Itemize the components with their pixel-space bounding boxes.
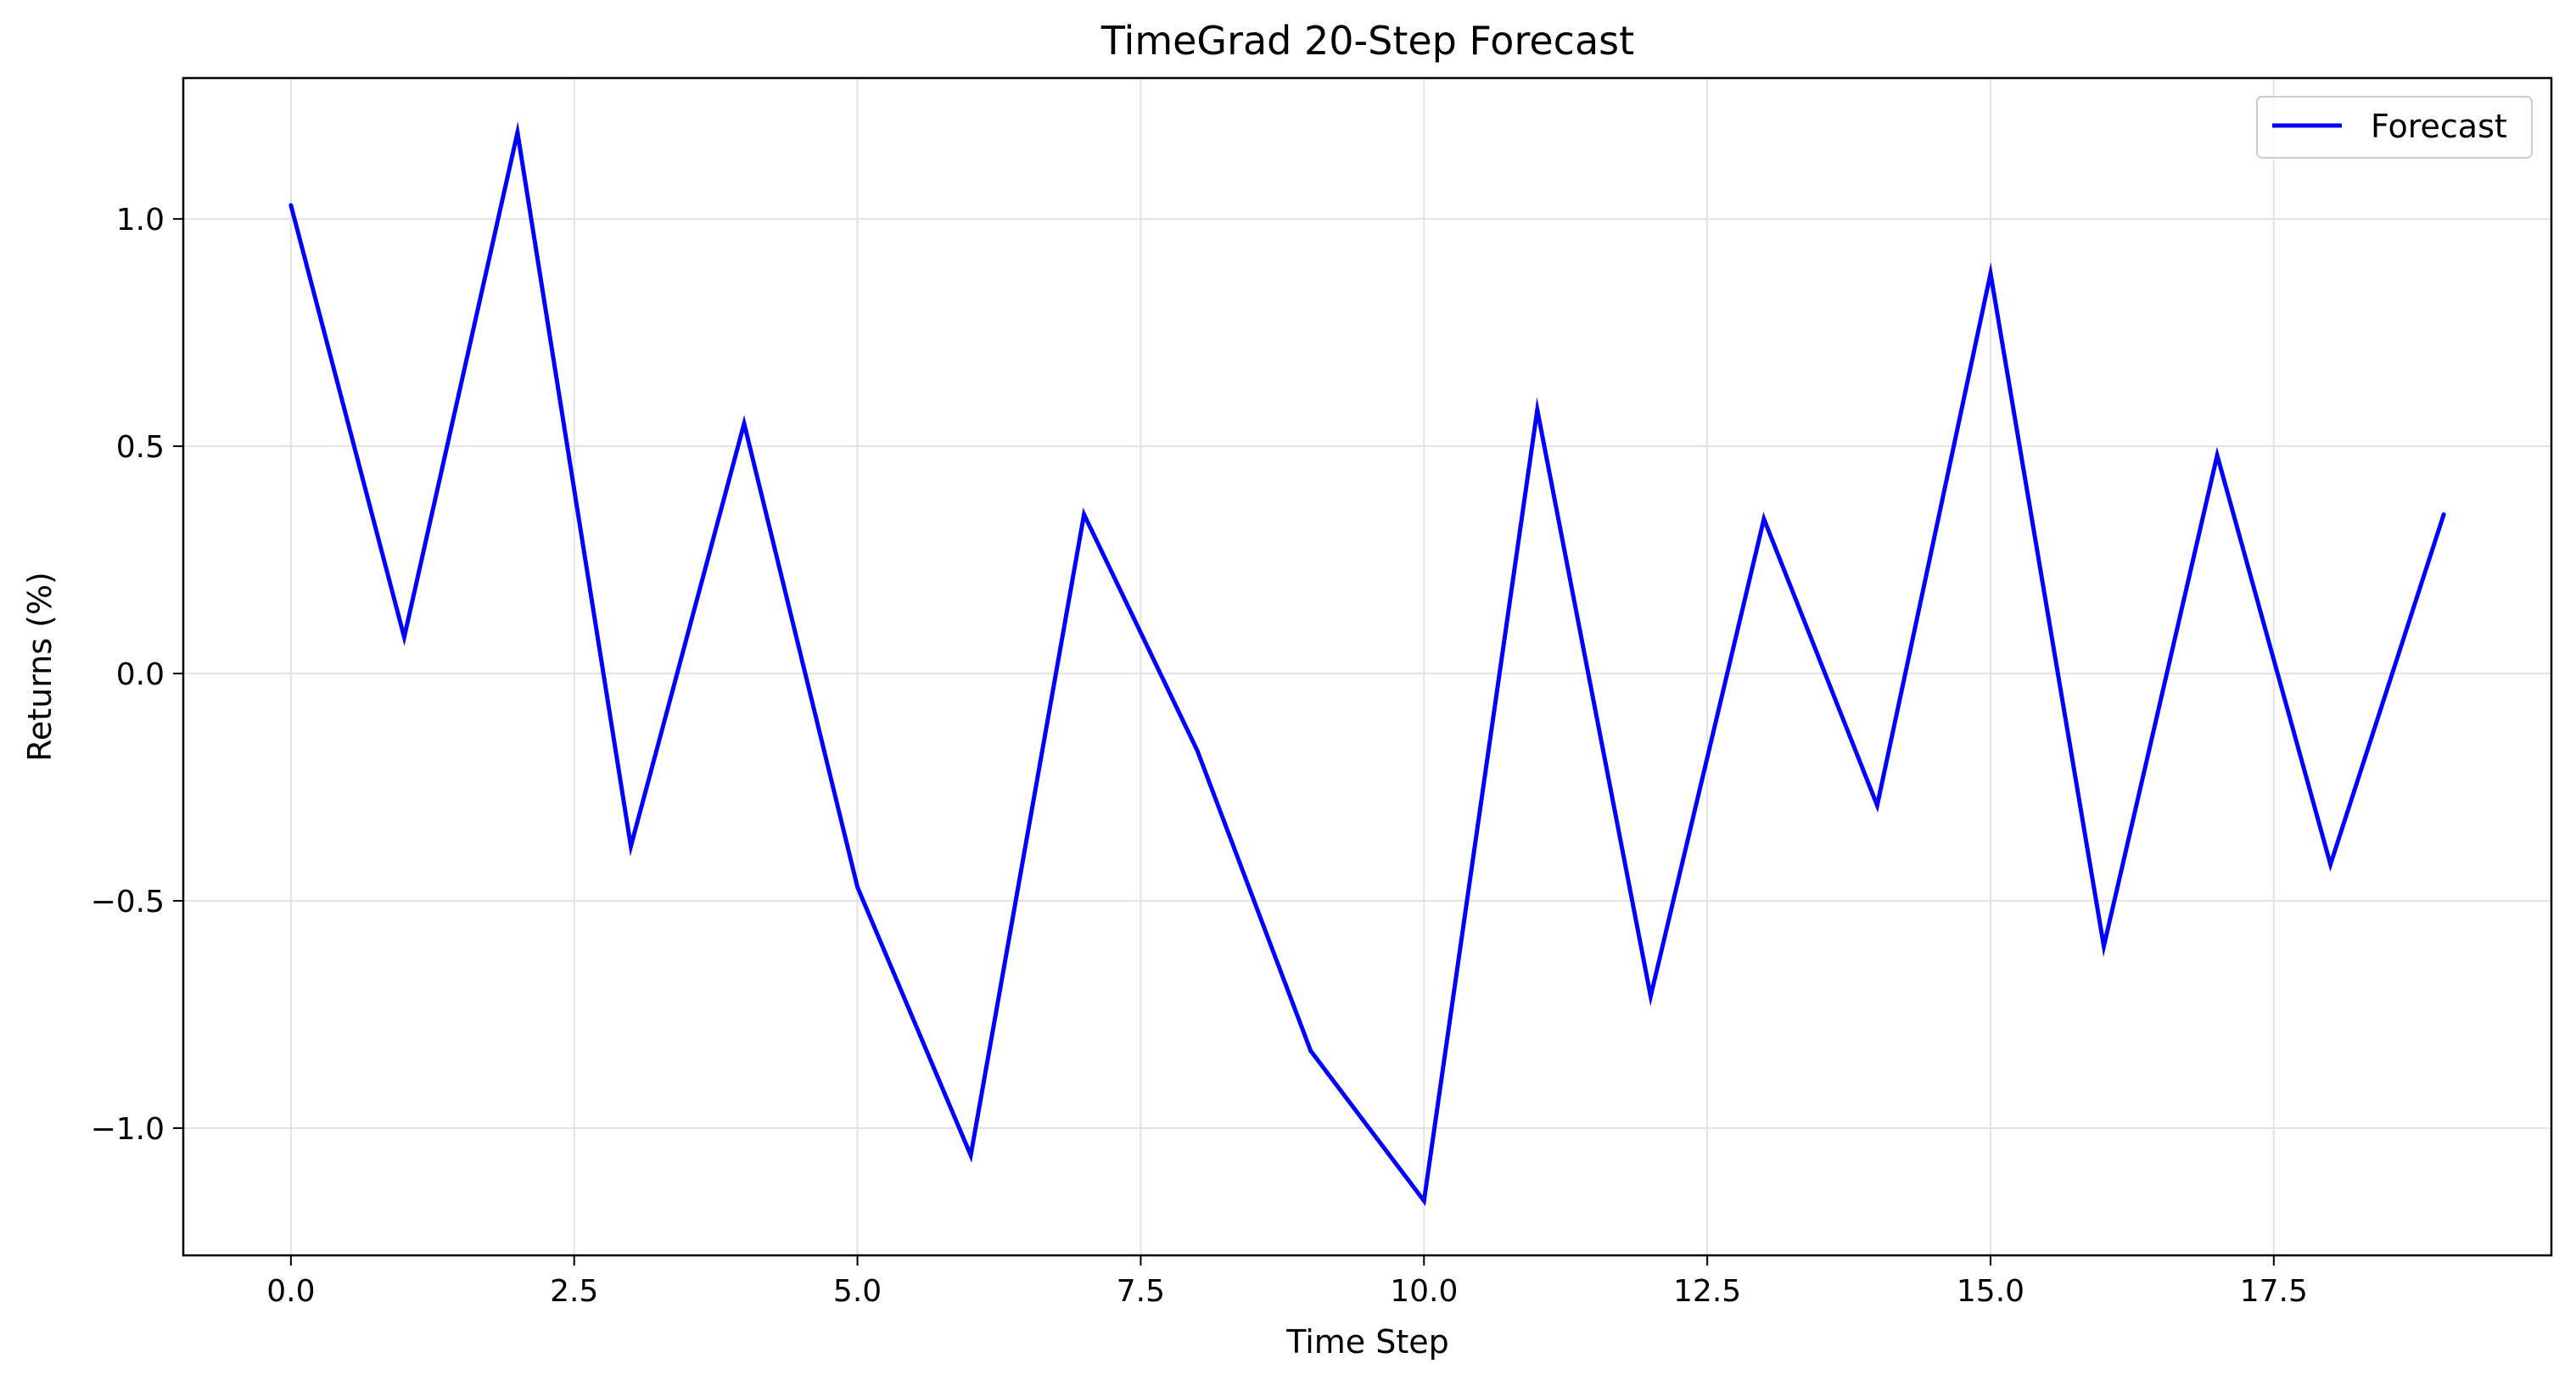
y-axis-title: Returns (%) bbox=[21, 572, 59, 762]
data-point bbox=[1535, 407, 1540, 412]
x-tick-label: 10.0 bbox=[1390, 1274, 1458, 1309]
x-axis-title: Time Step bbox=[1285, 1323, 1449, 1361]
data-point bbox=[855, 885, 860, 890]
data-point bbox=[1988, 271, 1993, 276]
series-line-forecast bbox=[288, 121, 2446, 1206]
y-tick-label: 1.0 bbox=[116, 203, 165, 238]
data-point bbox=[2102, 944, 2107, 949]
data-point bbox=[2215, 453, 2220, 458]
y-tick-label: −0.5 bbox=[91, 885, 165, 919]
data-point bbox=[1874, 802, 1879, 808]
x-tick-label: 2.5 bbox=[550, 1274, 598, 1309]
data-point bbox=[288, 203, 294, 208]
data-point bbox=[1648, 994, 1653, 999]
data-point bbox=[628, 844, 633, 849]
legend-box bbox=[2256, 96, 2533, 159]
legend: Forecast bbox=[2256, 96, 2533, 159]
data-point bbox=[742, 421, 747, 426]
x-tick-label: 17.5 bbox=[2240, 1274, 2308, 1309]
data-point bbox=[968, 1153, 973, 1158]
data-point bbox=[2328, 862, 2333, 867]
y-tick-label: 0.0 bbox=[116, 657, 165, 692]
x-tick-label: 15.0 bbox=[1957, 1274, 2024, 1309]
x-tick-label: 7.5 bbox=[1117, 1274, 1165, 1309]
data-point bbox=[401, 634, 406, 640]
x-tick-label: 12.5 bbox=[1673, 1274, 1741, 1309]
data-point bbox=[1308, 1048, 1313, 1053]
data-point bbox=[1082, 511, 1087, 517]
data-point bbox=[1195, 748, 1200, 753]
data-point bbox=[515, 130, 520, 135]
data-point bbox=[1421, 1199, 1426, 1204]
x-tick-label: 5.0 bbox=[833, 1274, 882, 1309]
legend-label: Forecast bbox=[2371, 108, 2507, 145]
y-tick-label: −1.0 bbox=[91, 1112, 165, 1147]
y-tick-label: 0.5 bbox=[116, 430, 165, 465]
data-point bbox=[2441, 511, 2446, 517]
tick-layer: 0.0 2.5 5.0 7.5 10.0 12.5 15.0 17.5 −1.0 −0.5 0.0 0… bbox=[91, 203, 2308, 1309]
plot-area-frame bbox=[182, 76, 2553, 1257]
chart-title: TimeGrad 20-Step Forecast bbox=[1100, 18, 1634, 64]
data-point bbox=[1761, 517, 1767, 522]
line-layer bbox=[288, 121, 2446, 1206]
x-tick-label: 0.0 bbox=[266, 1274, 315, 1309]
